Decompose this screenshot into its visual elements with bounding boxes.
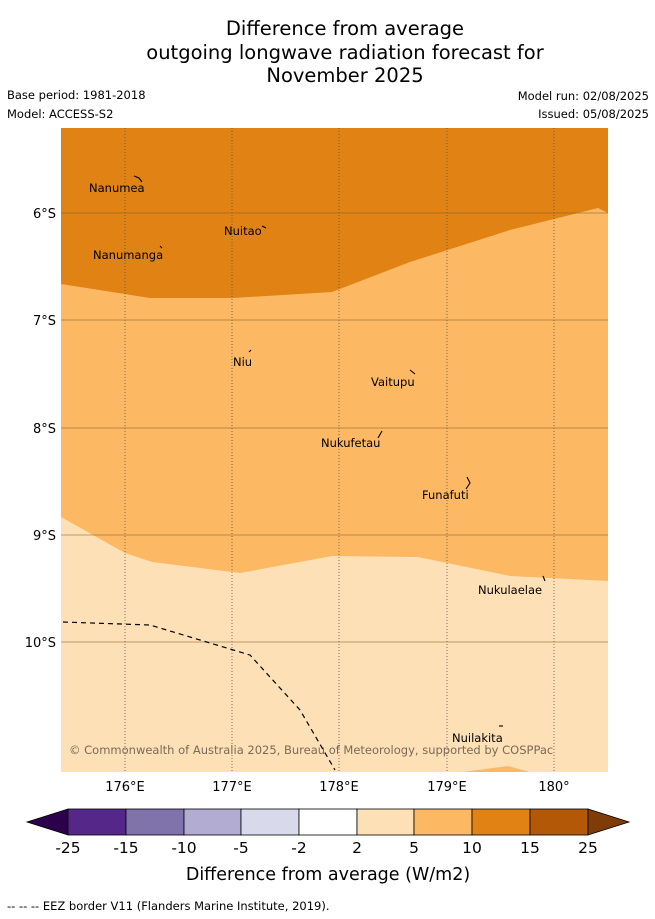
region-2-to-5 <box>61 517 608 772</box>
colorbar-tick: 25 <box>578 839 598 857</box>
island-nanumea <box>133 175 143 183</box>
lat-label-8s: 8°S <box>33 422 56 437</box>
lat-label-10s: 10°S <box>25 636 56 651</box>
label-vaitupu: Vaitupu <box>371 375 415 389</box>
base-period: Base period: 1981-2018 <box>7 88 146 102</box>
colorbar-segment <box>240 808 300 836</box>
colorbar-tick-labels: -25 -15 -10 -5 -2 2 5 10 15 25 <box>55 839 598 857</box>
island-outlines <box>133 175 546 727</box>
title-line-2: outgoing longwave radiation forecast for <box>146 40 544 64</box>
colorbar-tick: 2 <box>352 839 362 857</box>
island-nukulaelae <box>542 575 546 582</box>
label-nanumanga: Nanumanga <box>93 248 163 262</box>
copyright-notice: © Commonwealth of Australia 2025, Bureau… <box>69 743 553 757</box>
colorbar-segment <box>183 808 242 836</box>
label-nanumea: Nanumea <box>89 181 145 195</box>
colorbar <box>25 808 631 836</box>
label-niu: Niu <box>233 355 252 369</box>
latitude-labels: 6°S 7°S 8°S 9°S 10°S <box>25 207 56 651</box>
lon-label-178e: 178°E <box>319 780 359 795</box>
lat-label-9s: 9°S <box>33 529 56 544</box>
label-nukulaelae: Nukulaelae <box>478 583 542 597</box>
issued-date: Issued: 05/08/2025 <box>538 107 649 121</box>
colorbar-segment <box>67 808 127 836</box>
colorbar-tick: -10 <box>171 839 196 857</box>
title-line-1: Difference from average <box>225 17 465 40</box>
colorbar-tick: -2 <box>291 839 306 857</box>
title-line-3: November 2025 <box>266 64 424 87</box>
eez-border-line <box>62 621 336 771</box>
colorbar-segment <box>298 808 358 836</box>
lon-label-176e: 176°E <box>105 780 145 795</box>
colorbar-segment <box>125 808 185 836</box>
region-5-to-10-south <box>462 766 530 772</box>
island-vaitupu <box>409 369 416 375</box>
place-labels: Nanumea Nuitao Nanumanga Niu Vaitupu Nuk… <box>89 181 542 745</box>
lon-label-179e: 179°E <box>427 780 467 795</box>
island-nuitao <box>261 225 267 229</box>
longitude-labels: 176°E 177°E 178°E 179°E 180° <box>105 780 569 795</box>
island-nanumanga <box>159 245 163 249</box>
colorbar-segment <box>356 808 415 836</box>
island-nukufetau <box>377 430 383 439</box>
colorbar-tick: 10 <box>462 839 482 857</box>
colorbar-extend-low <box>25 808 69 836</box>
model-run: Model run: 02/08/2025 <box>517 89 649 103</box>
lat-label-7s: 7°S <box>33 314 56 329</box>
colorbar-label: Difference from average (W/m2) <box>186 865 470 885</box>
colorbar-tick: -5 <box>233 839 248 857</box>
label-funafuti: Funafuti <box>422 488 469 502</box>
colorbar-tick: -15 <box>113 839 138 857</box>
lon-label-177e: 177°E <box>212 780 252 795</box>
island-funafuti <box>465 476 471 490</box>
colorbar-extend-high <box>587 808 631 836</box>
label-nukufetau: Nukufetau <box>321 436 380 450</box>
chart-title: Difference from average outgoing longwav… <box>0 17 655 88</box>
eez-legend: -- -- -- EEZ border V11 (Flanders Marine… <box>7 899 330 913</box>
lon-label-180: 180° <box>538 780 569 795</box>
colorbar-tick: -25 <box>55 839 80 857</box>
colorbar-segment <box>529 808 589 836</box>
label-nuitao: Nuitao <box>224 224 262 238</box>
colorbar-tick: 15 <box>520 839 540 857</box>
colorbar-segment <box>471 808 531 836</box>
model-name: Model: ACCESS-S2 <box>7 107 114 121</box>
meridian-gridlines <box>124 128 555 772</box>
anomaly-regions <box>61 128 608 772</box>
lat-label-6s: 6°S <box>33 207 56 222</box>
colorbar-segment <box>413 808 473 836</box>
parallel-gridlines <box>61 212 608 643</box>
island-niu <box>248 349 252 353</box>
label-nuilakita: Nuilakita <box>452 731 503 745</box>
colorbar-tick: 5 <box>409 839 419 857</box>
